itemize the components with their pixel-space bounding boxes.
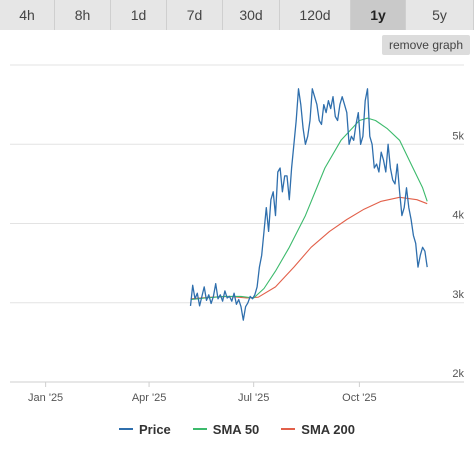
legend-item-price[interactable]: Price xyxy=(118,418,171,440)
y-tick-label: 4k xyxy=(452,210,464,222)
range-button-120d[interactable]: 120d xyxy=(280,0,351,30)
y-tick-label: 2k xyxy=(452,368,464,380)
range-button-1d[interactable]: 1d xyxy=(111,0,167,30)
legend-swatch xyxy=(118,428,133,430)
range-button-4h[interactable]: 4h xyxy=(0,0,55,30)
time-range-selector: 4h 8h 1d 7d 30d 120d 1y 5y xyxy=(0,0,474,30)
legend-swatch xyxy=(281,428,296,430)
range-button-5y[interactable]: 5y xyxy=(406,0,474,30)
x-tick-label: Apr '25 xyxy=(132,392,167,404)
series-lines xyxy=(189,88,428,321)
range-button-7d[interactable]: 7d xyxy=(167,0,223,30)
range-button-8h[interactable]: 8h xyxy=(55,0,111,30)
legend-label: Price xyxy=(138,421,171,437)
y-axis: 2k 3k 4k 5k xyxy=(452,130,464,380)
legend-item-sma-50[interactable]: SMA 50 xyxy=(192,418,260,440)
legend-item-sma-200[interactable]: SMA 200 xyxy=(281,418,355,440)
range-button-30d[interactable]: 30d xyxy=(223,0,280,30)
x-axis: Jan '25 Apr '25 Jul '25 Oct '25 xyxy=(10,381,464,404)
range-button-1y[interactable]: 1y xyxy=(351,0,406,30)
x-tick-label: Oct '25 xyxy=(342,392,377,404)
remove-graph-button[interactable]: remove graph xyxy=(382,35,470,55)
series-line-sma-200 xyxy=(190,196,428,300)
x-tick-label: Jul '25 xyxy=(238,392,269,404)
legend-label: SMA 200 xyxy=(301,421,355,437)
grid-lines xyxy=(10,64,464,383)
price-chart: Jan '25 Apr '25 Jul '25 Oct '25 2k 3k 4k 5k xyxy=(10,64,464,404)
x-tick-label: Jan '25 xyxy=(28,392,63,404)
series-line-price xyxy=(189,88,428,321)
chart-legend: Price SMA 50 SMA 200 xyxy=(0,418,474,440)
series-line-sma-50 xyxy=(190,117,428,301)
legend-label: SMA 50 xyxy=(212,421,260,437)
y-tick-label: 3k xyxy=(452,289,464,301)
legend-swatch xyxy=(192,428,207,430)
y-tick-label: 5k xyxy=(452,130,464,142)
